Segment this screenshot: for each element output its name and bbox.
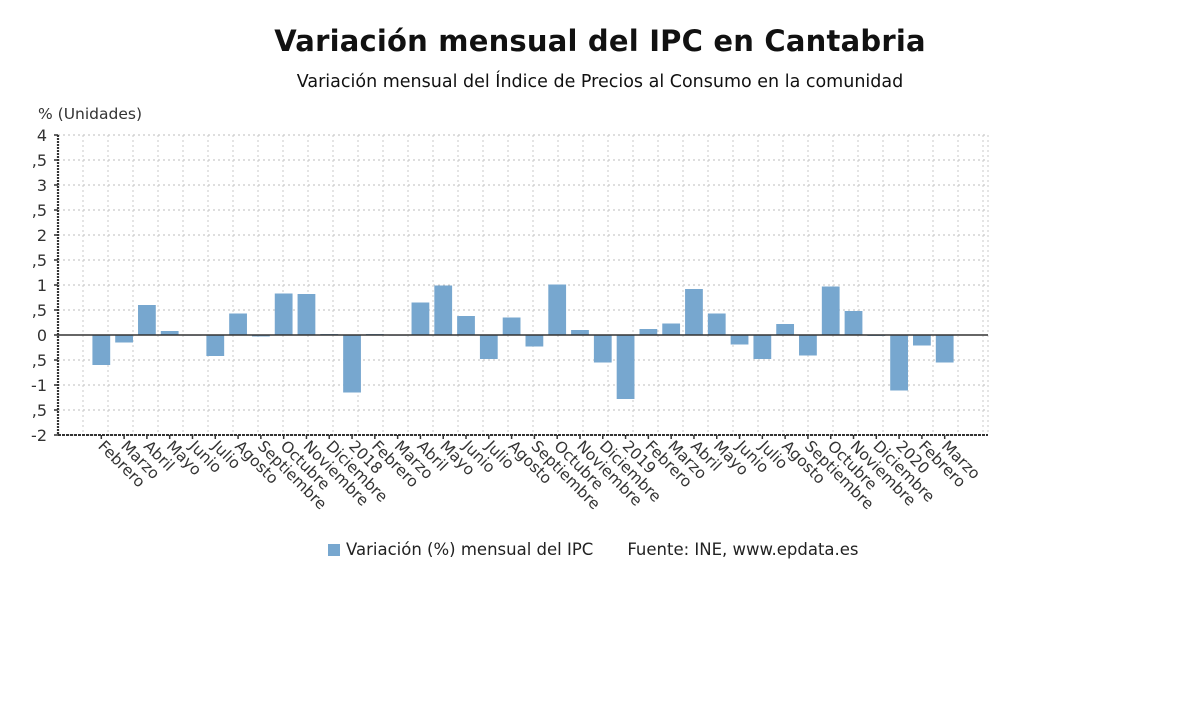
gridlines	[58, 134, 989, 436]
legend-series-label: Variación (%) mensual del IPC	[346, 540, 594, 559]
bar	[730, 335, 749, 345]
chart-title: Variación mensual del IPC en Cantabria	[274, 24, 926, 58]
bar	[502, 317, 521, 335]
y-tick-label: ,5	[32, 151, 47, 170]
bar	[479, 335, 498, 359]
y-tick-label: ,5	[32, 201, 47, 220]
bar	[776, 324, 795, 335]
legend: Variación (%) mensual del IPC Fuente: IN…	[328, 540, 859, 559]
y-tick-label: 2	[37, 226, 47, 245]
bar	[593, 335, 612, 363]
bar	[639, 329, 658, 335]
bar	[548, 284, 567, 335]
chart-subtitle: Variación mensual del Índice de Precios …	[296, 72, 904, 92]
bar	[343, 335, 361, 393]
y-tick-label: ,5	[32, 301, 47, 320]
y-tick-labels: 4 ,5 3 ,5 2 ,5 1 ,5 0 ,5 -1 ,5 -2	[31, 126, 47, 445]
y-tick-label: 4	[37, 126, 47, 145]
source-label: Fuente: INE, www.epdata.es	[627, 540, 859, 559]
y-tick-label: 3	[37, 176, 47, 195]
bar	[685, 289, 703, 335]
bar	[844, 311, 863, 335]
bars	[92, 284, 954, 399]
bar	[274, 293, 293, 335]
bar	[821, 286, 840, 335]
bar	[115, 335, 133, 343]
y-axis-label: % (Unidades)	[38, 105, 143, 123]
bar	[206, 335, 225, 356]
bar	[662, 323, 681, 335]
y-tick-label: -2	[31, 426, 47, 445]
y-tick-label: 1	[37, 276, 47, 295]
bar	[92, 335, 111, 365]
y-tick-label: ,5	[32, 401, 47, 420]
bar	[890, 335, 908, 391]
bar	[525, 335, 544, 347]
bar	[457, 316, 475, 335]
bar	[138, 305, 156, 335]
bar	[707, 313, 726, 335]
legend-swatch	[328, 543, 340, 556]
bar	[297, 294, 316, 335]
bar	[571, 330, 589, 335]
bar	[616, 335, 635, 399]
x-tick-labels: FebreroMarzoAbrilMayoJunioJulioAgostoSep…	[94, 436, 983, 513]
bar	[411, 302, 430, 335]
y-tick-label: 0	[37, 326, 47, 345]
bar	[434, 285, 453, 335]
y-tick-label: ,5	[32, 251, 47, 270]
bar	[160, 331, 179, 335]
bar	[229, 313, 247, 335]
y-tick-label: -1	[31, 376, 47, 395]
bar	[935, 335, 954, 363]
y-tick-label: ,5	[32, 351, 47, 370]
axes	[54, 134, 988, 439]
bar	[799, 335, 817, 356]
bar	[913, 335, 931, 346]
bar	[753, 335, 772, 359]
